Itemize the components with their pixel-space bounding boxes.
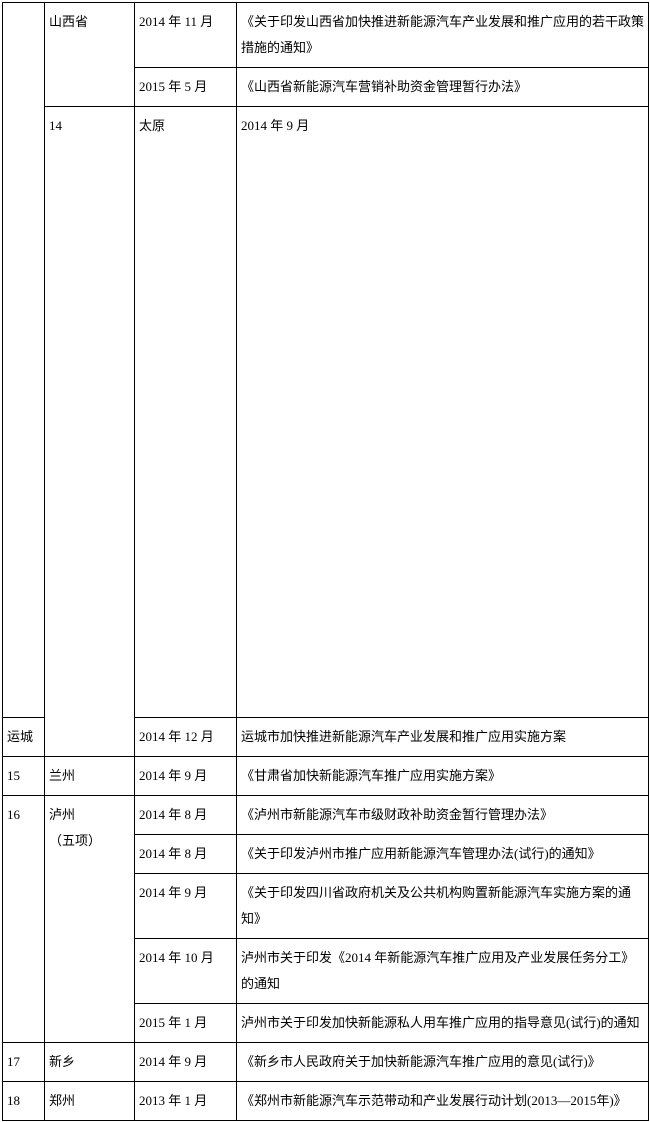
cell-date: 2015 年 5 月 <box>135 68 237 107</box>
cell-title: 泸州市关于印发加快新能源私人用车推广应用的指导意见(试行)的通知 <box>237 1004 649 1043</box>
cell-region: 泸州（五项） <box>45 796 135 1043</box>
table-row: 山西省2014 年 11 月《关于印发山西省加快推进新能源汽车产业发展和推广应用… <box>3 3 649 68</box>
cell-no: 14 <box>45 107 135 757</box>
cell-no: 15 <box>3 757 45 796</box>
cell-no: 18 <box>3 1082 45 1121</box>
table-row: 18郑州2013 年 1 月《郑州市新能源汽车示范带动和产业发展行动计划(201… <box>3 1082 649 1121</box>
cell-date: 2014 年 8 月 <box>135 796 237 835</box>
cell-region: 太原 <box>135 107 237 718</box>
cell-date: 2014 年 8 月 <box>135 835 237 874</box>
cell-region: 山西省 <box>45 3 135 107</box>
table-row: 16泸州（五项）2014 年 8 月《泸州市新能源汽车市级财政补助资金暂行管理办… <box>3 796 649 835</box>
table-row: 15兰州2014 年 9 月《甘肃省加快新能源汽车推广应用实施方案》 <box>3 757 649 796</box>
cell-date: 2014 年 9 月 <box>237 107 649 718</box>
cell-date: 2014 年 10 月 <box>135 939 237 1004</box>
table-row: 14太原2014 年 9 月《关于印发太原市新能源汽车推广应用实施方案的通知》 <box>3 107 649 718</box>
cell-date: 2015 年 1 月 <box>135 1004 237 1043</box>
cell-date: 2014 年 12 月 <box>135 718 237 757</box>
cell-region: 新乡 <box>45 1043 135 1082</box>
cell-title: 泸州市关于印发《2014 年新能源汽车推广应用及产业发展任务分工》的通知 <box>237 939 649 1004</box>
cell-title: 《甘肃省加快新能源汽车推广应用实施方案》 <box>237 757 649 796</box>
cell-region: 郑州 <box>45 1082 135 1121</box>
cell-date: 2014 年 9 月 <box>135 874 237 939</box>
policy-table: 山西省2014 年 11 月《关于印发山西省加快推进新能源汽车产业发展和推广应用… <box>2 2 649 1121</box>
cell-date: 2014 年 9 月 <box>135 1043 237 1082</box>
cell-title: 《泸州市新能源汽车市级财政补助资金暂行管理办法》 <box>237 796 649 835</box>
cell-title: 《关于印发泸州市推广应用新能源汽车管理办法(试行)的通知》 <box>237 835 649 874</box>
cell-no: 16 <box>3 796 45 1043</box>
cell-region: 兰州 <box>45 757 135 796</box>
cell-no <box>3 3 45 718</box>
cell-title: 《新乡市人民政府关于加快新能源汽车推广应用的意见(试行)》 <box>237 1043 649 1082</box>
cell-date: 2014 年 11 月 <box>135 3 237 68</box>
cell-no: 17 <box>3 1043 45 1082</box>
cell-title: 《关于印发四川省政府机关及公共机构购置新能源汽车实施方案的通知》 <box>237 874 649 939</box>
cell-date: 2014 年 9 月 <box>135 757 237 796</box>
table-row: 17新乡2014 年 9 月《新乡市人民政府关于加快新能源汽车推广应用的意见(试… <box>3 1043 649 1082</box>
cell-title: 《山西省新能源汽车营销补助资金管理暂行办法》 <box>237 68 649 107</box>
cell-region: 运城 <box>3 718 45 757</box>
cell-title: 运城市加快推进新能源汽车产业发展和推广应用实施方案 <box>237 718 649 757</box>
cell-title: 《关于印发山西省加快推进新能源汽车产业发展和推广应用的若干政策措施的通知》 <box>237 3 649 68</box>
cell-date: 2013 年 1 月 <box>135 1082 237 1121</box>
cell-title: 《郑州市新能源汽车示范带动和产业发展行动计划(2013—2015年)》 <box>237 1082 649 1121</box>
